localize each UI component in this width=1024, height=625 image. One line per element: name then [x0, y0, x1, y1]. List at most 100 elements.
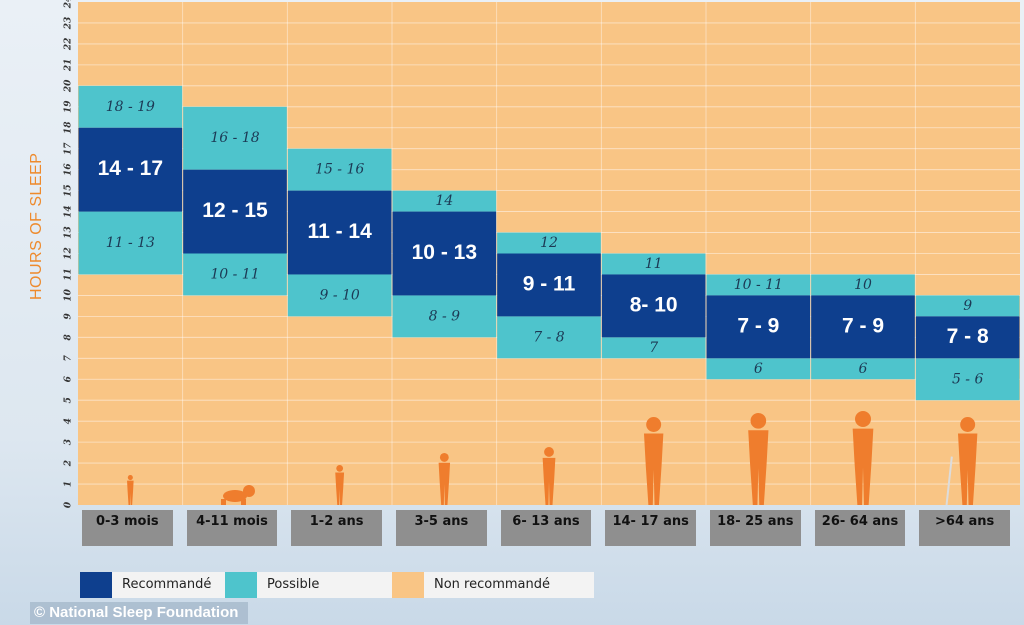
- possible-upper-label: 10 - 11: [734, 277, 783, 293]
- recommended-label: 11 - 14: [308, 220, 373, 243]
- possible-upper-label: 16 - 18: [210, 130, 259, 146]
- possible-lower-bar: [78, 211, 183, 275]
- possible-lower-label: 6: [859, 361, 868, 377]
- y-tick-label: 21: [64, 59, 74, 73]
- y-tick-label: 1: [64, 481, 74, 487]
- recommended-bar: [601, 274, 706, 338]
- recommended-bar: [497, 253, 601, 317]
- possible-lower-label: 7 - 8: [533, 329, 565, 345]
- y-tick-label: 0: [64, 501, 74, 508]
- y-tick-label: 13: [64, 226, 74, 239]
- possible-upper-label: 11: [645, 256, 663, 272]
- recommended-label: 10 - 13: [412, 241, 477, 264]
- possible-upper-label: 18 - 19: [106, 99, 155, 115]
- recommended-bar: [392, 211, 497, 296]
- child-icon: [438, 453, 451, 505]
- child-playing-icon: [542, 447, 556, 505]
- recommended-label: 8- 10: [630, 293, 678, 316]
- y-tick-label: 20: [64, 79, 74, 93]
- y-tick-label: 6: [64, 375, 74, 382]
- possible-lower-label: 8 - 9: [429, 308, 461, 324]
- possible-lower-bar: [811, 358, 915, 380]
- possible-lower-bar: [915, 358, 1020, 401]
- recommended-label: 7 - 9: [737, 314, 779, 337]
- possible-upper-label: 10: [854, 277, 872, 293]
- possible-lower-label: 7: [649, 340, 658, 356]
- y-tick-label: 3: [64, 439, 74, 445]
- y-tick-label: 12: [64, 247, 74, 260]
- y-tick-label: 11: [64, 268, 74, 281]
- recommended-label: 12 - 15: [202, 199, 268, 222]
- y-tick-label: 4: [64, 418, 74, 424]
- possible-upper-bar: [392, 190, 497, 212]
- y-tick-label: 14: [64, 205, 74, 218]
- y-tick-label: 22: [64, 38, 74, 52]
- age-category-label: 1-2 ans: [291, 510, 382, 546]
- possible-upper-bar: [78, 85, 183, 128]
- possible-lower-label: 5 - 6: [952, 371, 984, 387]
- age-category-label: 26- 64 ans: [814, 510, 906, 546]
- legend-label: Non recommandé: [424, 572, 594, 598]
- legend-label: Possible: [257, 572, 397, 598]
- adult-icon: [852, 411, 874, 505]
- y-tick-label: 8: [64, 333, 74, 340]
- y-tick-label: 19: [64, 100, 74, 113]
- y-tick-label: 16: [64, 163, 74, 176]
- possible-upper-label: 15 - 16: [315, 162, 364, 178]
- possible-upper-label: 9: [963, 298, 972, 314]
- teen-icon: [643, 417, 664, 505]
- possible-upper-bar: [601, 253, 706, 275]
- possible-lower-bar: [706, 358, 811, 380]
- possible-upper-bar: [706, 274, 811, 296]
- y-tick-label: 9: [64, 313, 74, 320]
- recommended-bar: [706, 295, 811, 359]
- age-category-label: >64 ans: [919, 510, 1010, 546]
- possible-lower-label: 9 - 10: [319, 287, 359, 303]
- y-tick-label: 7: [64, 354, 74, 361]
- young-adult-icon: [748, 413, 769, 505]
- age-category-label: 18- 25 ans: [710, 510, 801, 546]
- legend-label: Recommandé: [112, 572, 242, 598]
- y-tick-label: 17: [64, 142, 74, 155]
- possible-lower-bar: [287, 274, 392, 317]
- possible-upper-bar: [497, 232, 601, 254]
- y-tick-label: 2: [64, 460, 74, 467]
- y-tick-label: 10: [64, 288, 74, 301]
- recommended-label: 7 - 9: [842, 314, 884, 337]
- age-category-label: 4-11 mois: [186, 510, 278, 546]
- possible-upper-label: 12: [540, 235, 558, 251]
- age-category-label: 3-5 ans: [396, 510, 487, 546]
- y-tick-label: 24: [64, 0, 74, 9]
- possible-upper-bar: [287, 148, 392, 191]
- y-axis-label: HOURS OF SLEEP: [28, 152, 45, 300]
- possible-lower-bar: [601, 337, 706, 359]
- possible-upper-bar: [811, 274, 915, 296]
- recommended-bar: [915, 316, 1020, 359]
- recommended-bar: [287, 190, 392, 275]
- possible-lower-bar: [392, 295, 497, 338]
- age-category-label: 6- 13 ans: [500, 510, 592, 546]
- y-tick-label: 18: [64, 121, 74, 134]
- baby-icon: [127, 475, 134, 505]
- age-category-label: 0-3 mois: [82, 510, 173, 546]
- recommended-label: 7 - 8: [947, 325, 989, 348]
- possible-lower-label: 11 - 13: [106, 235, 155, 251]
- possible-upper-bar: [183, 106, 287, 170]
- recommended-bar: [811, 295, 915, 359]
- possible-upper-bar: [915, 295, 1020, 317]
- recommended-bar: [183, 169, 287, 254]
- recommended-label: 14 - 17: [98, 157, 163, 180]
- y-tick-label: 23: [64, 17, 74, 31]
- age-category-label: 14- 17 ans: [605, 510, 696, 546]
- toddler-icon: [335, 465, 345, 505]
- possible-upper-label: 14: [435, 193, 453, 209]
- possible-lower-label: 6: [754, 361, 763, 377]
- recommended-bar: [78, 127, 183, 212]
- recommended-label: 9 - 11: [523, 272, 576, 295]
- elderly-icon: [945, 417, 978, 506]
- possible-lower-label: 10 - 11: [210, 266, 259, 282]
- y-tick-label: 15: [64, 184, 74, 197]
- y-tick-label: 5: [64, 397, 74, 403]
